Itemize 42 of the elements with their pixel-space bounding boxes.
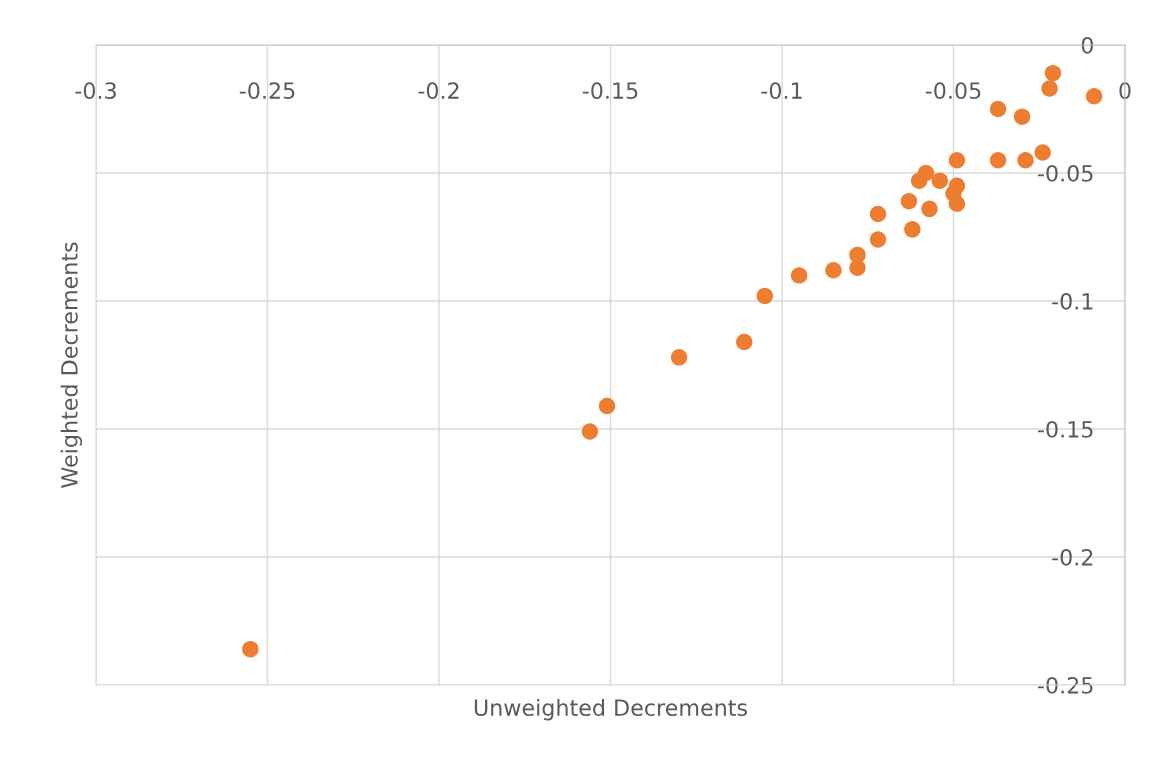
- point: [931, 172, 948, 189]
- y-tick-label: 0: [1081, 36, 1093, 54]
- point: [670, 349, 688, 366]
- point: [790, 267, 808, 284]
- point: [1044, 64, 1062, 82]
- x-tick-label: -0.15: [582, 82, 638, 100]
- point: [989, 151, 1007, 169]
- point: [869, 231, 887, 248]
- point: [825, 262, 842, 279]
- x-tick-label: -0.05: [925, 82, 981, 100]
- y-tick-label: -0.05: [1038, 164, 1093, 182]
- x-tick-label: -0.2: [418, 82, 459, 100]
- point: [1085, 87, 1103, 105]
- x-tick-label: -0.1: [761, 82, 802, 100]
- y-axis-title: Weighted Decrements: [60, 242, 83, 488]
- point: [756, 287, 774, 305]
- y-tick-label: -0.1: [1052, 292, 1093, 310]
- point: [948, 151, 966, 169]
- point: [869, 205, 887, 223]
- point: [1017, 151, 1034, 169]
- point: [948, 177, 966, 195]
- x-tick-label: -0.3: [75, 82, 116, 100]
- point: [921, 200, 938, 218]
- point: [917, 164, 935, 182]
- x-tick-label: -0.25: [239, 82, 295, 100]
- y-tick-label: -0.15: [1038, 420, 1093, 438]
- point: [900, 192, 918, 210]
- point: [581, 423, 599, 440]
- y-tick-label: -0.2: [1052, 548, 1093, 566]
- y-tick-label: -0.25: [1038, 676, 1093, 694]
- point: [849, 259, 866, 276]
- point: [242, 640, 259, 658]
- point: [736, 333, 753, 351]
- x-axis-title: Unweighted Decrements: [474, 698, 747, 721]
- x-tick-label: 0: [1119, 82, 1131, 100]
- point: [989, 100, 1007, 118]
- point: [948, 195, 966, 212]
- point: [1041, 80, 1058, 97]
- point: [598, 397, 616, 415]
- point: [904, 221, 921, 238]
- point: [1013, 108, 1031, 125]
- point: [1034, 144, 1051, 161]
